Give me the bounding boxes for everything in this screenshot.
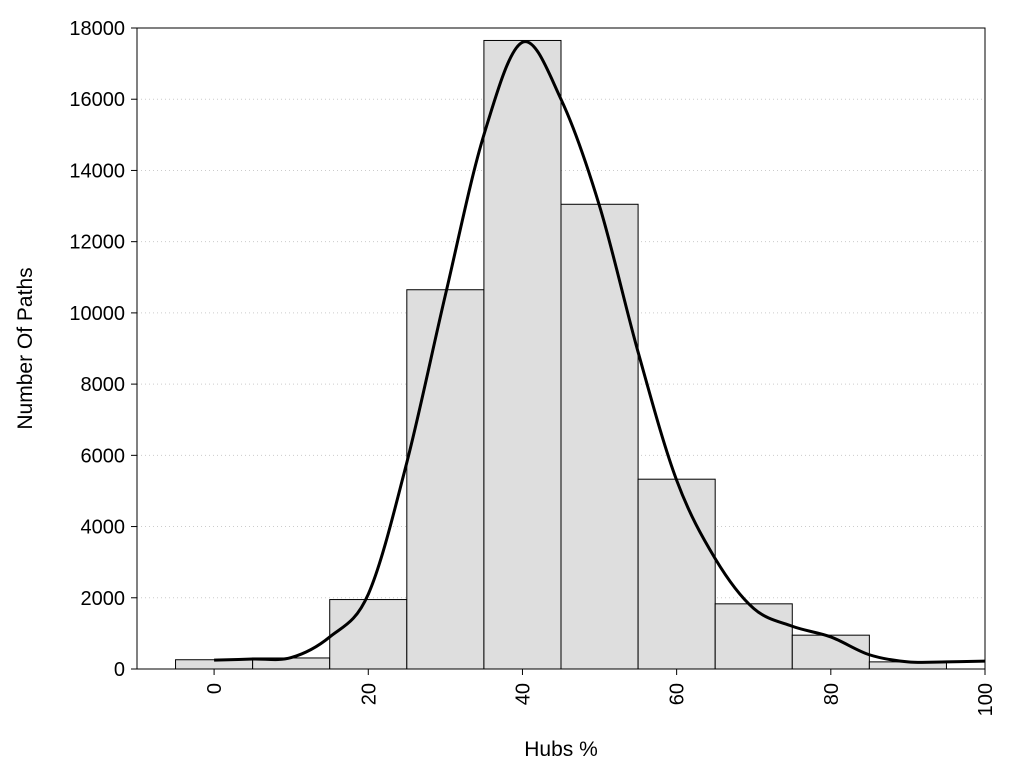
x-tick-label: 100 — [975, 683, 997, 716]
density-curve — [214, 40, 986, 664]
histogram-bar — [714, 603, 793, 670]
bars — [175, 39, 947, 670]
density-curve-layer — [214, 40, 986, 664]
y-axis-label: Number Of Paths — [14, 267, 37, 429]
x-tick-label: 40 — [512, 683, 534, 705]
histogram-bar — [329, 599, 408, 670]
histogram-bar — [791, 634, 870, 670]
x-tick-label: 20 — [358, 683, 380, 705]
y-tick-label: 6000 — [81, 445, 126, 467]
histogram-bar — [560, 203, 639, 670]
y-tick-label: 16000 — [69, 89, 125, 111]
y-tick-label: 18000 — [69, 18, 125, 40]
histogram-bar — [483, 39, 562, 670]
histogram-bar — [637, 478, 716, 670]
y-tick-label: 10000 — [69, 303, 125, 325]
x-axis-label: Hubs % — [524, 738, 598, 761]
x-tick-label: 0 — [204, 683, 226, 694]
y-tick-label: 4000 — [81, 517, 126, 539]
x-axis-ticks: 0 20 40 60 80 100 — [204, 669, 997, 716]
y-tick-label: 8000 — [81, 374, 126, 396]
y-axis-ticks: 0 2000 4000 6000 8000 10000 12000 14000 16000 180… — [69, 18, 137, 681]
histogram-bar — [175, 659, 254, 670]
y-tick-label: 0 — [114, 659, 125, 681]
histogram-bar — [406, 289, 485, 670]
y-tick-label: 12000 — [69, 232, 125, 254]
y-tick-label: 14000 — [69, 160, 125, 182]
x-tick-label: 80 — [821, 683, 843, 705]
plot-frame — [136, 27, 986, 670]
y-tick-label: 2000 — [81, 588, 126, 610]
x-tick-label: 60 — [667, 683, 689, 705]
